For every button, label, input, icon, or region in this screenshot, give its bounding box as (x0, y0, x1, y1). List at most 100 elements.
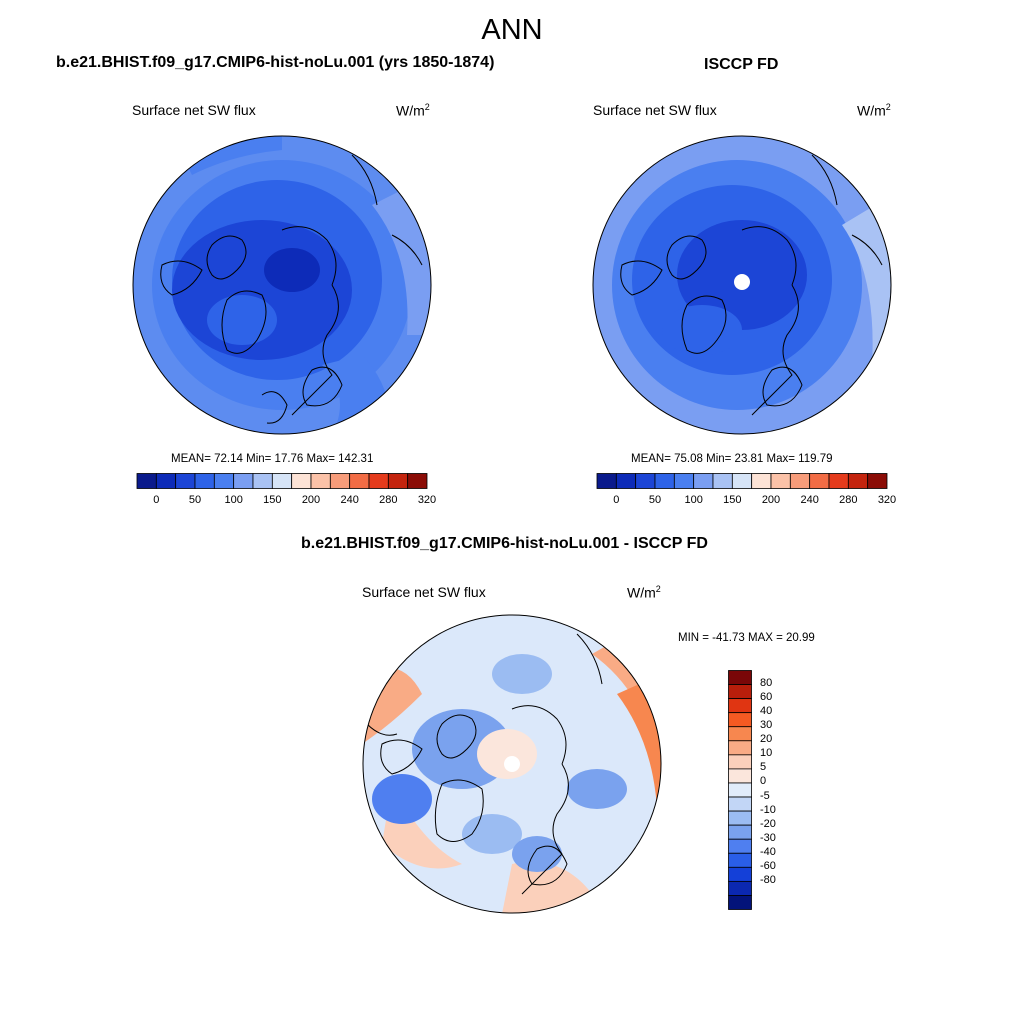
colorbar-swatch (728, 810, 752, 826)
colorbar-swatch (310, 473, 331, 489)
obs-variable-label: Surface net SW flux (593, 102, 717, 118)
diff-variable-label: Surface net SW flux (362, 584, 486, 600)
colorbar-swatch (728, 740, 752, 756)
diff-polar-map (362, 614, 662, 914)
colorbar-swatch (596, 473, 617, 489)
colorbar-swatch (155, 473, 177, 489)
diff-pole-hole (504, 756, 520, 772)
colorbar-swatch (349, 473, 370, 489)
colorbar-tick-label: -30 (760, 831, 776, 844)
colorbar-tick-label: 200 (301, 494, 321, 506)
figure-title: ANN (481, 14, 543, 46)
model-panel-title: b.e21.BHIST.f09_g17.CMIP6-hist-noLu.001 … (56, 54, 495, 71)
colorbar-swatch (728, 670, 752, 685)
colorbar-tick-label: 100 (224, 494, 243, 506)
model-variable-label: Surface net SW flux (132, 102, 256, 118)
colorbar-swatch (615, 473, 637, 489)
colorbar-swatch (136, 473, 157, 489)
colorbar-swatch (731, 473, 753, 489)
colorbar-tick-label: 240 (340, 494, 359, 506)
colorbar-swatch (728, 726, 752, 742)
colorbar-swatch (728, 852, 752, 868)
colorbar-swatch (329, 473, 351, 489)
colorbar-swatch (728, 782, 752, 798)
obs-coastlines (620, 154, 883, 416)
colorbar-swatch (770, 473, 791, 489)
colorbar-swatch (728, 880, 752, 896)
colorbar-swatch (728, 796, 752, 812)
colorbar-swatch (728, 768, 752, 784)
colorbar-tick-label: 320 (417, 494, 437, 506)
colorbar-tick-label: 5 (760, 761, 767, 774)
colorbar-tick-label: 30 (760, 719, 773, 732)
colorbar-swatch (728, 824, 752, 840)
colorbar-swatch (233, 473, 254, 489)
colorbar-swatch (635, 473, 656, 489)
colorbar-tick-label: -40 (760, 845, 776, 858)
colorbar-tick-label: 280 (839, 494, 858, 506)
colorbar-tick-label: 80 (760, 677, 773, 690)
colorbar-swatch (728, 684, 752, 700)
colorbar-swatch (867, 473, 888, 489)
colorbar-tick-label: 60 (760, 691, 773, 704)
diff-panel-title: b.e21.BHIST.f09_g17.CMIP6-hist-noLu.001 … (301, 535, 708, 552)
colorbar-tick-label: 40 (760, 705, 773, 718)
obs-colorbar (596, 473, 888, 489)
colorbar-tick-label: 150 (723, 494, 742, 506)
colorbar-swatch (751, 473, 772, 489)
colorbar-tick-label: -80 (760, 873, 776, 886)
diff-stats: MIN = -41.73 MAX = 20.99 (678, 632, 815, 644)
colorbar-swatch (693, 473, 714, 489)
model-coastlines (160, 154, 423, 424)
colorbar-tick-label: 10 (760, 747, 773, 760)
model-stats: MEAN= 72.14 Min= 17.76 Max= 142.31 (171, 453, 374, 465)
colorbar-swatch (213, 473, 235, 489)
colorbar-swatch (728, 838, 752, 854)
colorbar-swatch (407, 473, 428, 489)
colorbar-tick-label: 0 (153, 494, 160, 506)
obs-pole-hole (734, 274, 750, 290)
colorbar-tick-label: 0 (760, 775, 767, 788)
colorbar-tick-label: 100 (684, 494, 703, 506)
colorbar-swatch (175, 473, 196, 489)
colorbar-swatch (368, 473, 389, 489)
colorbar-tick-label: -5 (760, 789, 770, 802)
colorbar-swatch (728, 895, 752, 910)
colorbar-tick-label: 150 (263, 494, 282, 506)
colorbar-swatch (712, 473, 733, 489)
diff-units-label: W/m2 (627, 584, 661, 601)
colorbar-swatch (271, 473, 293, 489)
colorbar-tick-label: 50 (648, 494, 662, 506)
colorbar-swatch (387, 473, 409, 489)
colorbar-swatch (789, 473, 811, 489)
colorbar-swatch (847, 473, 869, 489)
colorbar-tick-label: 280 (379, 494, 398, 506)
colorbar-tick-label: 20 (760, 733, 773, 746)
colorbar-swatch (654, 473, 675, 489)
obs-polar-map (592, 135, 892, 435)
colorbar-tick-label: 320 (877, 494, 897, 506)
colorbar-swatch (291, 473, 312, 489)
colorbar-tick-label: 50 (188, 494, 202, 506)
colorbar-tick-label: 240 (800, 494, 819, 506)
colorbar-swatch (728, 698, 752, 714)
model-units-label: W/m2 (396, 102, 430, 119)
colorbar-swatch (728, 712, 752, 728)
diff-colorbar (728, 670, 752, 910)
model-polar-map (132, 135, 432, 435)
colorbar-tick-label: 200 (761, 494, 781, 506)
colorbar-tick-label: 0 (613, 494, 620, 506)
colorbar-tick-label: -60 (760, 859, 776, 872)
colorbar-swatch (252, 473, 273, 489)
colorbar-swatch (194, 473, 215, 489)
colorbar-swatch (728, 754, 752, 770)
obs-panel-title: ISCCP FD (704, 56, 779, 73)
model-colorbar (136, 473, 428, 489)
obs-stats: MEAN= 75.08 Min= 23.81 Max= 119.79 (631, 453, 833, 465)
colorbar-swatch (809, 473, 830, 489)
colorbar-tick-label: -20 (760, 817, 776, 830)
obs-units-label: W/m2 (857, 102, 891, 119)
diff-coastlines (366, 633, 603, 895)
colorbar-swatch (728, 866, 752, 882)
colorbar-swatch (828, 473, 849, 489)
